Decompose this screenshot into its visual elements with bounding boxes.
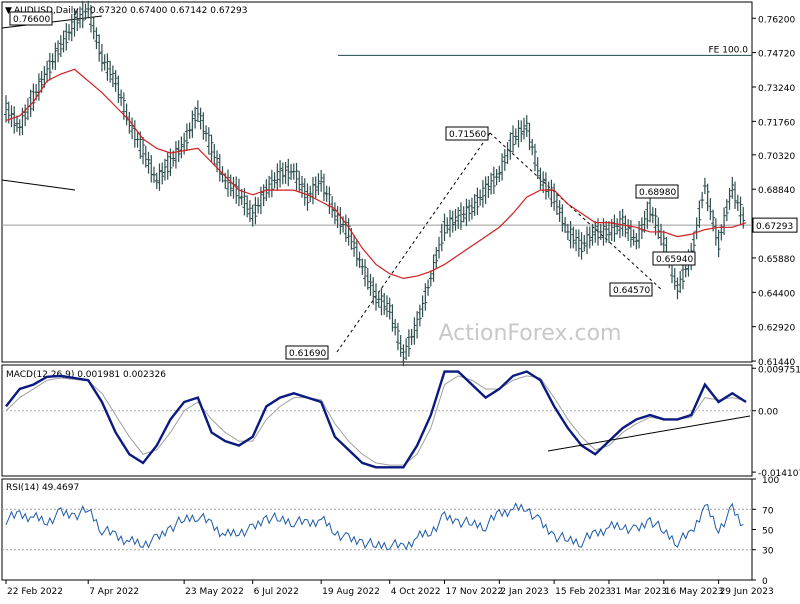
annotation-label: 0.71560 bbox=[449, 130, 486, 140]
rsi-tick-label: 0 bbox=[762, 577, 768, 587]
ma-line bbox=[5, 68, 747, 280]
macd-line bbox=[5, 370, 747, 469]
rsi-tick-label: 50 bbox=[762, 527, 774, 537]
macd-trendline bbox=[547, 415, 751, 452]
rsi-line bbox=[5, 502, 744, 551]
price-panel-frame bbox=[1, 1, 753, 363]
header-values: 0.67320 0.67400 0.67142 0.67293 bbox=[90, 6, 247, 16]
trendline-up-dashed bbox=[336, 132, 491, 353]
date-tick-label: 2 Jan 2023 bbox=[500, 587, 548, 597]
chart-header-arrow: ▼ bbox=[5, 6, 12, 16]
annotation-box bbox=[635, 184, 679, 199]
price-tick-label: 0.76200 bbox=[758, 15, 795, 25]
price-tick-label: 0.61440 bbox=[758, 358, 795, 368]
macd-signal-line bbox=[5, 375, 747, 466]
annotation-box bbox=[285, 345, 329, 360]
macd-panel-frame bbox=[1, 364, 753, 477]
annotation-box bbox=[9, 11, 53, 26]
rsi-tick-label: 100 bbox=[762, 476, 779, 486]
annotation-label: 0.68980 bbox=[639, 188, 676, 198]
macd-tick-label: 0.00 bbox=[758, 408, 778, 418]
price-tick-label: 0.70320 bbox=[758, 152, 795, 162]
symbol-label: AUDUSD,Daily bbox=[14, 6, 79, 16]
macd-tick-label: 0.009751 bbox=[758, 365, 800, 375]
date-tick-label: 17 Nov 2022 bbox=[446, 587, 504, 597]
annotation-box bbox=[652, 251, 696, 266]
date-tick-label: 4 Oct 2022 bbox=[391, 587, 441, 597]
price-tick-label: 0.71760 bbox=[758, 118, 795, 128]
rsi-title: RSI(14) 49.4697 bbox=[6, 483, 79, 493]
watermark: ActionForex.com bbox=[439, 321, 622, 346]
date-tick-label: 31 Mar 2023 bbox=[610, 587, 667, 597]
date-tick-label: 22 Feb 2022 bbox=[7, 587, 63, 597]
annotation-label: 0.76600 bbox=[13, 15, 50, 25]
fib-label: FE 100.0 bbox=[709, 45, 749, 55]
annotation-label: 0.65940 bbox=[656, 255, 693, 265]
trendline-down-dashed bbox=[489, 132, 663, 291]
macd-tick-label: -0.014107 bbox=[758, 469, 800, 479]
date-tick-label: 7 Apr 2022 bbox=[89, 587, 139, 597]
date-tick-label: 6 Jul 2022 bbox=[254, 587, 299, 597]
annotation-box bbox=[609, 282, 653, 297]
annotation-box bbox=[445, 126, 489, 141]
price-tick-label: 0.64400 bbox=[758, 289, 795, 299]
date-tick-label: 29 Jun 2023 bbox=[720, 587, 774, 597]
price-tick-label: 0.68840 bbox=[758, 186, 795, 196]
current-price-label: 0.67293 bbox=[756, 222, 793, 232]
trendline-left bbox=[1, 179, 76, 191]
price-tick-label: 0.74720 bbox=[758, 50, 795, 60]
date-tick-label: 15 Feb 2023 bbox=[555, 587, 611, 597]
price-tick-label: 0.62920 bbox=[758, 324, 795, 334]
date-tick-label: 19 Aug 2022 bbox=[322, 587, 380, 597]
rsi-tick-label: 70 bbox=[762, 506, 774, 516]
rsi-tick-label: 30 bbox=[762, 547, 774, 557]
date-tick-label: 16 May 2023 bbox=[665, 587, 724, 597]
annotation-label: 0.64570 bbox=[613, 286, 650, 296]
price-tick-label: 0.73240 bbox=[758, 84, 795, 94]
price-tick-label: 0.65880 bbox=[758, 255, 795, 265]
macd-title: MACD(12,26,9) 0.001981 0.002326 bbox=[6, 370, 166, 380]
date-tick-label: 23 May 2022 bbox=[185, 587, 244, 597]
current-price-box bbox=[752, 217, 798, 233]
annotation-label: 0.61690 bbox=[289, 349, 326, 359]
